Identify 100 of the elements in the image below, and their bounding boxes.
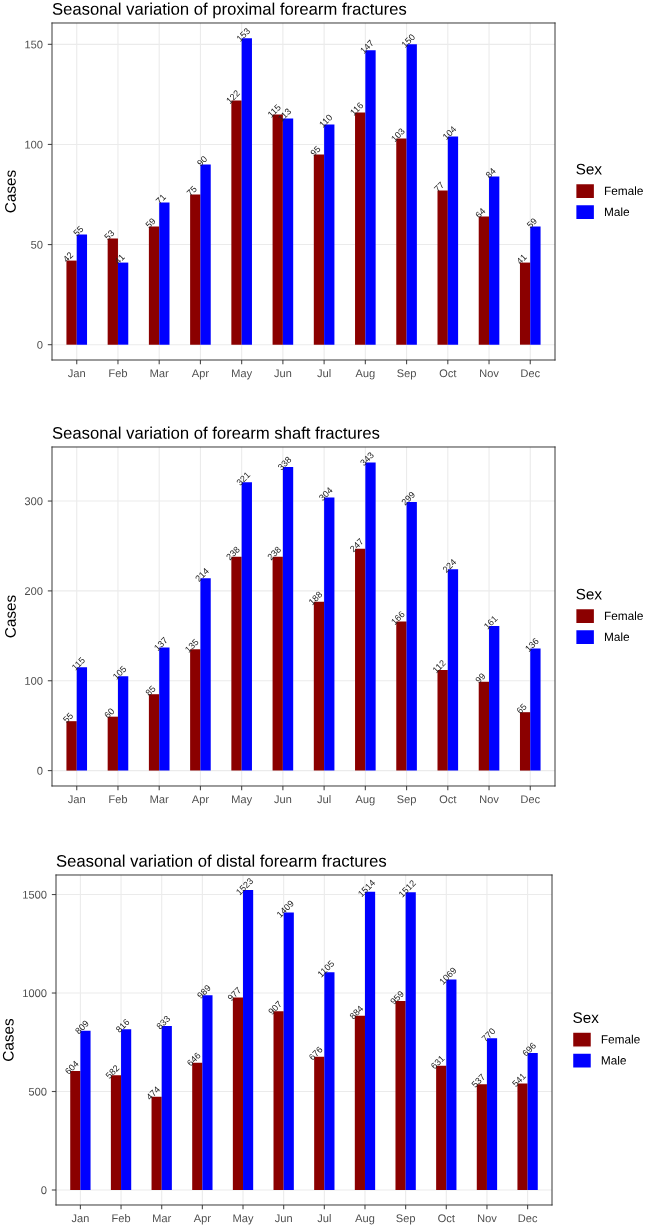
- x-tick-label: Jan: [71, 1214, 89, 1223]
- data-label: 105: [112, 665, 127, 680]
- data-label: 136: [524, 637, 540, 652]
- data-label: 103: [390, 127, 406, 143]
- data-label: 41: [114, 253, 126, 265]
- data-label: 137: [153, 636, 169, 652]
- y-tick-label: 150: [25, 40, 43, 49]
- bar: [200, 164, 211, 345]
- chart-title: Seasonal variation of forearm shaft fractures: [52, 426, 380, 439]
- y-tick-label: 300: [24, 497, 43, 506]
- x-tick-label: Feb: [109, 369, 128, 378]
- data-label: 90: [196, 155, 208, 167]
- bar: [437, 190, 448, 345]
- y-tick-label: 1000: [23, 989, 47, 998]
- x-tick-label: Apr: [193, 1214, 211, 1225]
- data-label: 42: [62, 251, 74, 263]
- data-label: 214: [194, 567, 210, 582]
- x-tick-label: Sep: [397, 369, 416, 380]
- bar: [107, 238, 118, 345]
- y-axis-title: Cases: [5, 595, 16, 638]
- data-label: 59: [144, 217, 157, 229]
- legend-label: Female: [601, 1034, 640, 1044]
- x-tick-label: Jun: [274, 1214, 292, 1223]
- data-label: 188: [308, 590, 323, 606]
- data-label: 77: [433, 181, 445, 193]
- data-label: 84: [485, 167, 497, 179]
- x-tick-label: Jan: [67, 795, 85, 804]
- data-label: 122: [225, 89, 241, 104]
- x-tick-label: Aug: [355, 369, 375, 380]
- x-tick-label: Oct: [438, 1214, 455, 1223]
- data-label: 884: [349, 1004, 364, 1020]
- data-label: 238: [225, 545, 241, 561]
- bar: [519, 262, 531, 345]
- legend-label: Male: [601, 1055, 626, 1065]
- x-tick-label: Aug: [355, 795, 375, 806]
- legend-title: Sex: [576, 163, 602, 175]
- bar: [117, 262, 129, 345]
- data-label: 153: [236, 27, 251, 42]
- data-label: 343: [359, 451, 375, 467]
- bar: [519, 712, 531, 771]
- data-label: 53: [103, 229, 115, 241]
- x-tick-label: Dec: [521, 795, 540, 804]
- data-label: 150: [401, 33, 416, 48]
- bar: [66, 721, 77, 771]
- data-label: 676: [308, 1046, 324, 1061]
- bar: [76, 234, 88, 345]
- legend-title: Sex: [576, 588, 602, 600]
- x-tick-label: May: [232, 795, 253, 806]
- y-tick-label: 1500: [23, 890, 47, 899]
- data-label: 59: [526, 217, 538, 229]
- bar: [159, 202, 170, 345]
- x-tick-label: Dec: [521, 369, 540, 378]
- y-tick-label: 50: [31, 240, 43, 249]
- x-tick-label: Apr: [191, 369, 209, 380]
- x-tick-label: Jul: [317, 795, 331, 804]
- legend-title: Sex: [573, 1012, 599, 1024]
- data-label: 474: [145, 1085, 161, 1101]
- x-tick-label: Feb: [109, 795, 128, 804]
- data-label: 631: [430, 1054, 445, 1070]
- data-label: 299: [400, 491, 416, 506]
- y-tick-label: 500: [28, 1087, 47, 1096]
- data-label: 816: [115, 1018, 130, 1034]
- bar: [148, 694, 160, 771]
- data-label: 696: [521, 1042, 537, 1057]
- x-tick-label: Feb: [112, 1214, 131, 1223]
- y-tick-label: 0: [37, 340, 43, 349]
- y-tick-label: 0: [37, 766, 43, 775]
- data-label: 537: [471, 1073, 486, 1089]
- x-tick-label: Jun: [274, 369, 292, 378]
- x-tick-label: Oct: [439, 795, 457, 804]
- y-tick-label: 100: [25, 677, 43, 685]
- data-label: 65: [516, 703, 528, 715]
- bar: [313, 154, 325, 345]
- data-label: 116: [349, 101, 364, 116]
- data-label: 959: [389, 990, 405, 1005]
- x-tick-label: Jul: [317, 369, 331, 378]
- legend-label: Female: [604, 611, 643, 621]
- data-label: 224: [442, 558, 457, 574]
- x-tick-label: May: [232, 369, 253, 380]
- data-label: 247: [349, 537, 364, 553]
- legend-label: Male: [604, 207, 630, 217]
- data-label: 989: [196, 984, 212, 999]
- x-tick-label: Apr: [191, 795, 209, 806]
- y-tick-label: 200: [24, 587, 43, 596]
- x-tick-label: Sep: [397, 795, 416, 806]
- data-label: 75: [186, 185, 198, 197]
- chart-title: Seasonal variation of distal forearm fractures: [56, 854, 387, 867]
- x-tick-label: Mar: [153, 1214, 172, 1223]
- x-tick-label: Jul: [317, 1214, 331, 1223]
- data-label: 55: [62, 712, 74, 724]
- data-label: 95: [309, 145, 321, 157]
- x-tick-label: Aug: [355, 1214, 375, 1225]
- data-label: 833: [155, 1015, 171, 1030]
- data-label: 112: [432, 659, 447, 674]
- data-label: 541: [511, 1072, 527, 1088]
- x-tick-label: Mar: [150, 795, 169, 804]
- data-label: 110: [318, 113, 333, 128]
- data-label: 71: [155, 193, 167, 205]
- chart-title: Seasonal variation of proximal forearm fractures: [52, 2, 407, 19]
- bar: [478, 681, 490, 771]
